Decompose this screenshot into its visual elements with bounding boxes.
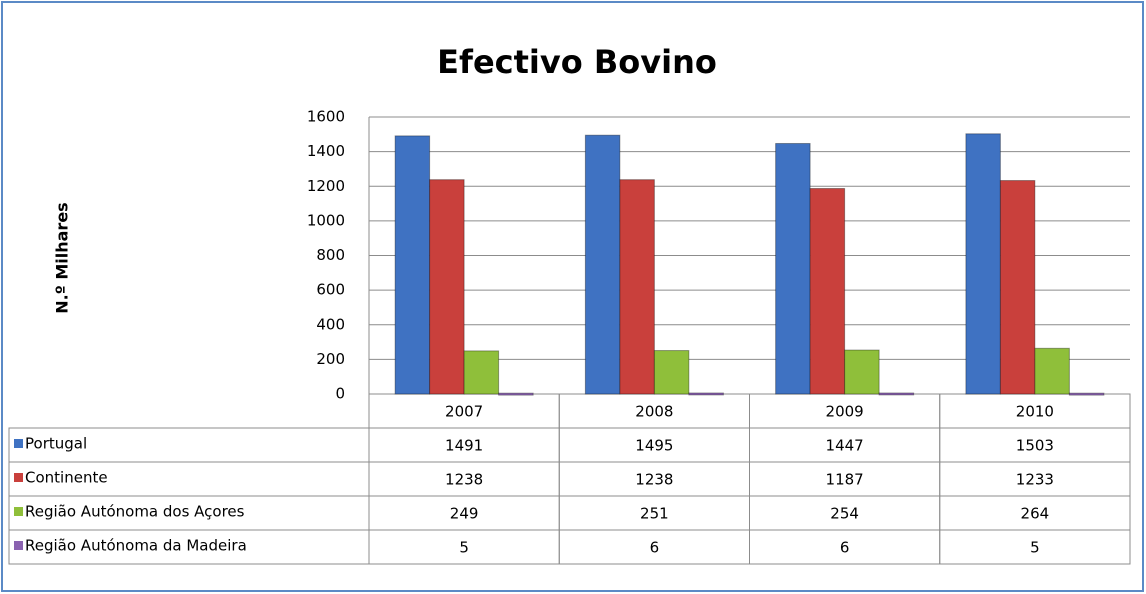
y-tick-label: 400 [316,315,345,333]
y-tick-label: 200 [316,350,345,368]
legend-label: Portugal [25,435,87,453]
bar [809,188,846,395]
bar [394,135,431,395]
x-tick-label: 2009 [826,403,864,421]
y-tick-label: 1200 [307,177,345,195]
x-tick-label: 2008 [635,403,673,421]
table-value: 5 [459,539,469,557]
bar [498,392,534,396]
bar [775,142,811,395]
legend-label: Região Autónoma dos Açores [25,503,245,521]
bar [1034,347,1070,395]
table-value: 1187 [826,471,864,489]
bar [584,134,621,395]
y-tick-label: 800 [316,246,345,264]
legend-swatch [14,541,23,550]
table-value: 249 [450,505,479,523]
bar [999,180,1036,395]
table-value: 1495 [635,437,673,455]
y-tick-label: 1000 [307,211,345,229]
table-value: 6 [840,539,850,557]
bar [878,392,915,396]
legend-swatch [14,439,23,448]
bar [965,133,1001,395]
table-value: 1238 [635,471,673,489]
table-value: 251 [640,505,669,523]
chart-title: Efectivo Bovino [437,43,717,81]
table-value: 1447 [826,437,864,455]
table-cell [939,529,1131,565]
bar [619,179,655,395]
y-tick-label: 1400 [307,142,345,160]
y-axis-label: N.º Milhares [53,202,72,313]
table-value: 6 [650,539,660,557]
x-tick-label: 2010 [1016,403,1054,421]
y-tick-label: 1600 [307,108,345,126]
legend-label: Continente [25,469,108,487]
x-tick-label: 2007 [445,403,483,421]
bar [688,392,724,396]
table-value: 264 [1021,505,1050,523]
table-value: 1503 [1016,437,1054,455]
bar [844,349,880,395]
y-tick-label: 600 [316,281,345,299]
table-value: 1233 [1016,471,1054,489]
bar [653,350,690,395]
bar [429,179,465,395]
bar [1068,392,1105,396]
legend-swatch [14,473,23,482]
table-value: 5 [1030,539,1040,557]
table-value: 1491 [445,437,483,455]
bar [463,350,500,395]
legend-swatch [14,507,23,516]
table-value: 254 [830,505,859,523]
table-value: 1238 [445,471,483,489]
legend-label: Região Autónoma da Madeira [25,537,247,555]
y-tick-label: 0 [335,385,345,403]
